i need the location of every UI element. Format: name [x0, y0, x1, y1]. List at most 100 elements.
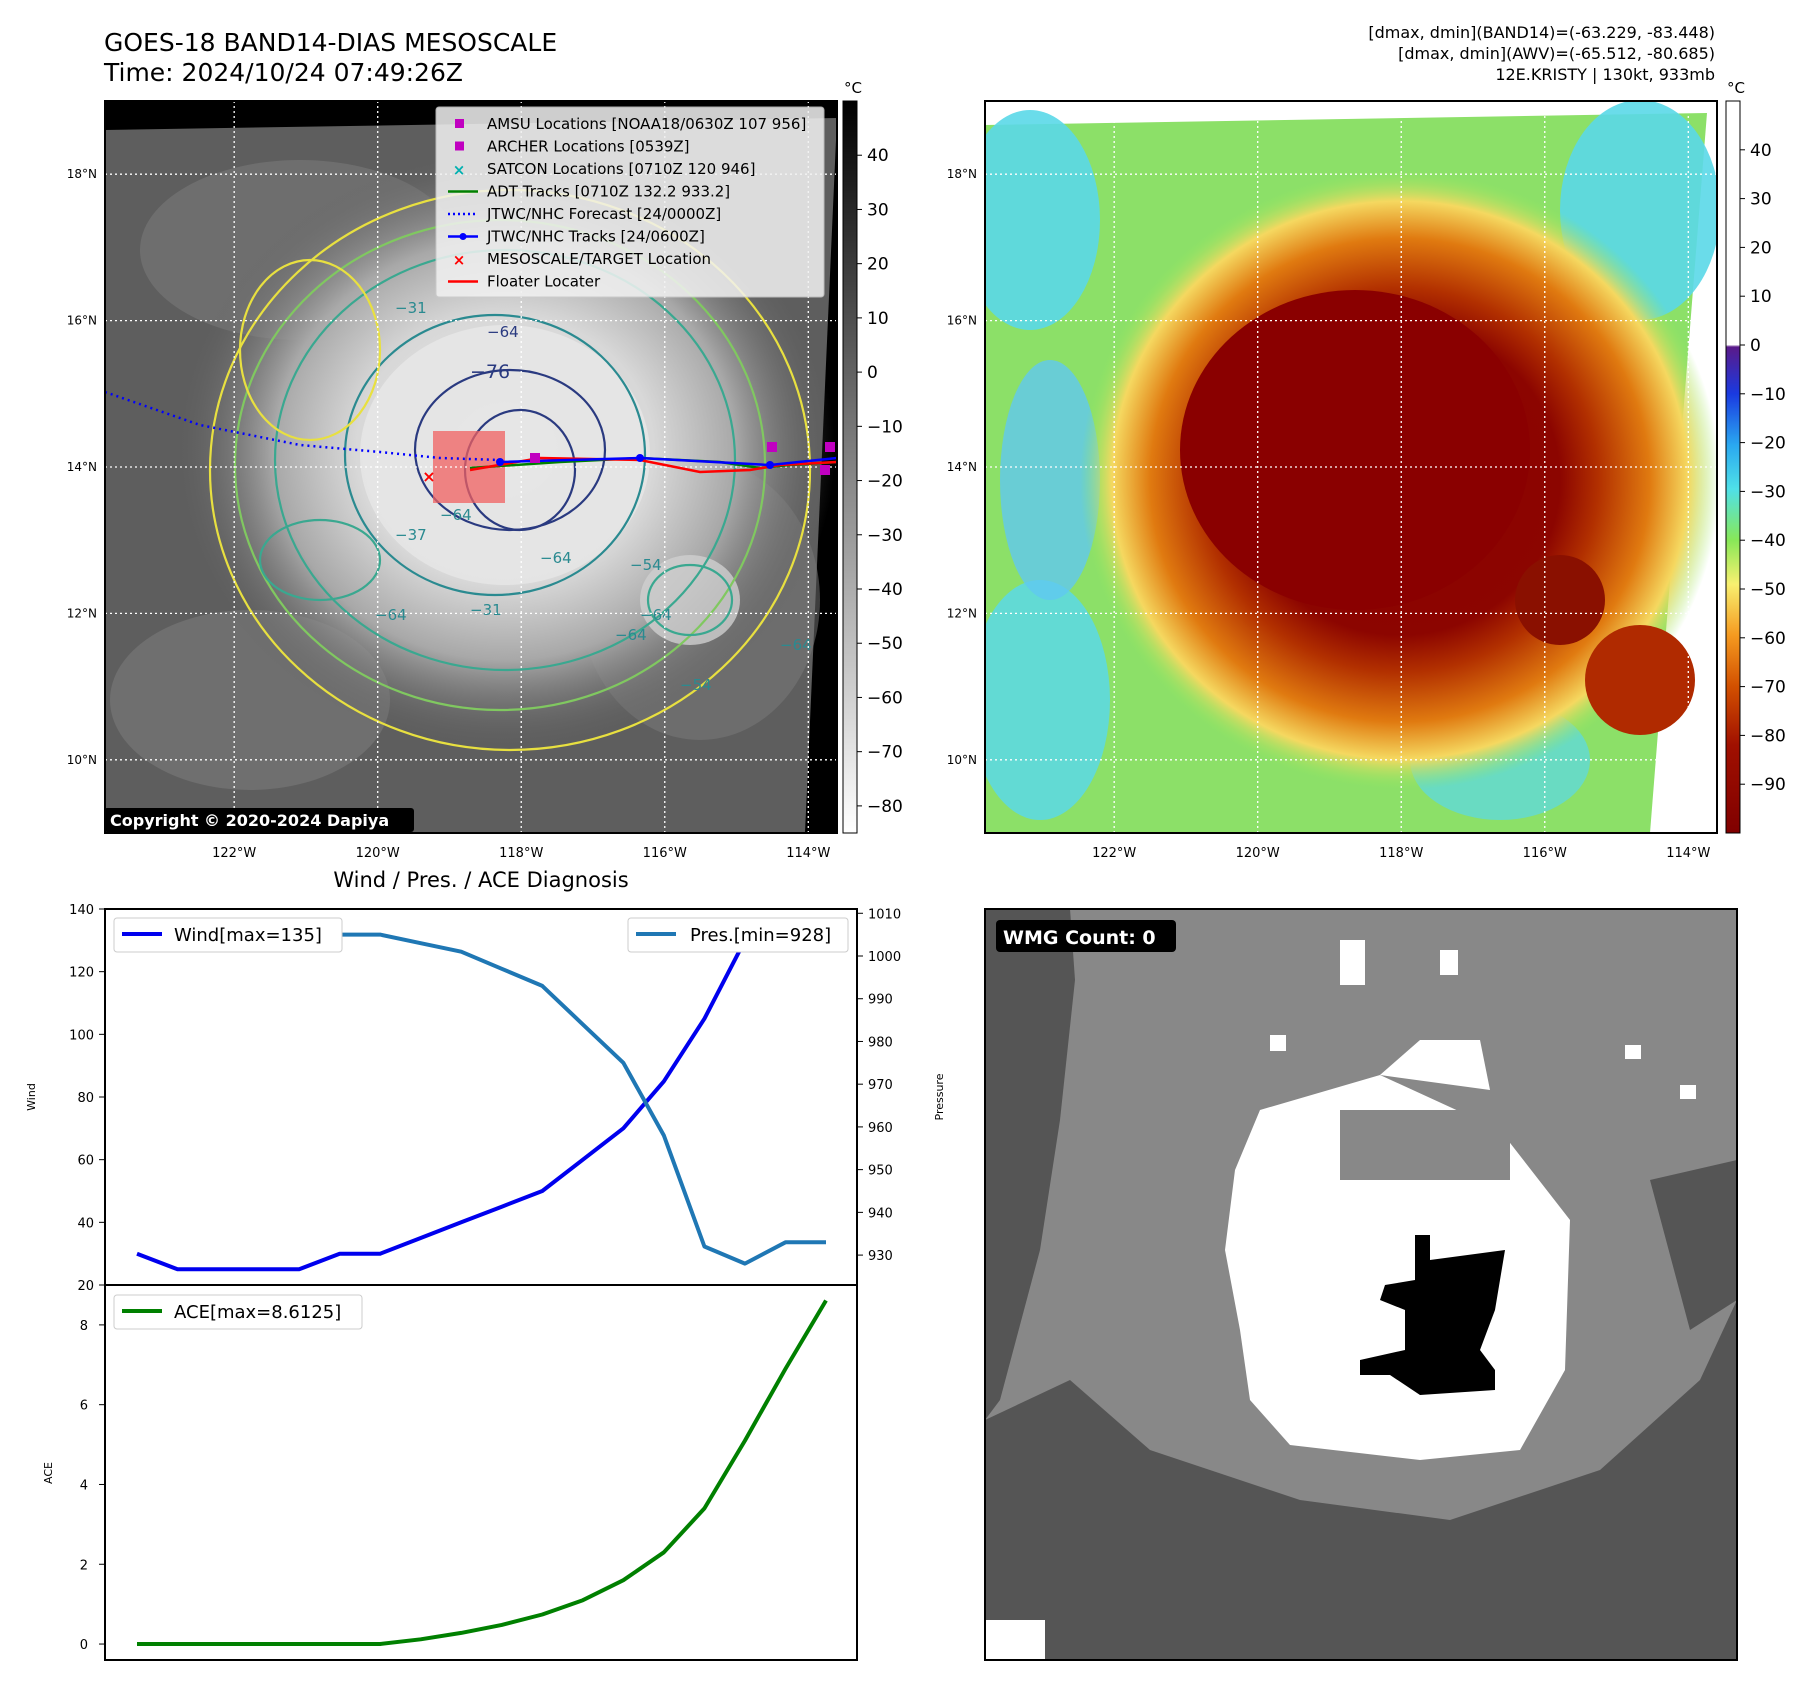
pressure-tick-label: 990 [868, 993, 893, 1008]
ir-lat-tick: 18°N [67, 167, 97, 181]
pressure-legend-label: Pres.[min=928] [690, 925, 831, 946]
figure-time: Time: 2024/10/24 07:49:26Z [103, 58, 463, 87]
wind-tick-label: 140 [69, 903, 94, 918]
legend-label: ARCHER Locations [0539Z] [487, 138, 690, 156]
ir-colorbar-tick-label: 30 [867, 200, 889, 220]
ir-colorbar-tick-label: 10 [867, 309, 889, 329]
target-marker: × [422, 467, 435, 486]
ir-lat-tick: 10°N [67, 753, 97, 767]
awv-lat-tick: 18°N [947, 167, 977, 181]
legend-swatch [455, 141, 464, 151]
ir-legend: AMSU Locations [NOAA18/0630Z 107 956] ARC… [435, 106, 825, 298]
ace-series-line [137, 1299, 828, 1646]
wind-tick-label: 120 [69, 966, 94, 981]
pressure-tick-label: 950 [868, 1164, 893, 1179]
wind-tick-label: 40 [77, 1216, 94, 1231]
ace-legend-label: ACE[max=8.6125] [174, 1302, 341, 1323]
amsu-location-marker [820, 465, 830, 475]
wind-tick-label: 20 [77, 1279, 94, 1294]
awv-colorbar-tick-label: −40 [1750, 531, 1786, 551]
ir-frame [104, 100, 838, 834]
figure-title: GOES-18 BAND14-DIAS MESOSCALE [104, 28, 557, 57]
jtwc-track-point [636, 454, 644, 462]
ace-tick-label: 8 [80, 1319, 88, 1334]
wmg-frame [984, 908, 1738, 1661]
awv-lon-tick: 118°W [1379, 846, 1423, 861]
pressure-tick-label: 940 [868, 1206, 893, 1221]
awv-lon-tick: 120°W [1236, 846, 1280, 861]
awv-colorbar-tick-label: 20 [1750, 238, 1772, 258]
ace-chart: 8 6 4 2 0 ACE ACE[max=8.6125] [42, 1284, 858, 1661]
pressure-tick-label: 980 [868, 1035, 893, 1050]
copyright-box [104, 808, 414, 832]
jtwc-track [499, 456, 837, 467]
contour-label: −64 [640, 606, 672, 624]
contour-label: −64 [375, 606, 407, 624]
awv-colorbar-unit: °C [1727, 79, 1745, 97]
awv-lat-tick: 12°N [947, 606, 977, 620]
ir-colorbar-tick-label: −40 [867, 580, 903, 600]
ir-contour-labels: −76 −64 −64 −64 −64 −64 −54 −31 −31 −37 −54 −64 −64 [375, 299, 812, 694]
amsu-location-marker [767, 442, 777, 452]
pressure-tick-label: 1000 [868, 950, 901, 965]
ir-tracks: × [105, 390, 837, 486]
ir-colorbar-tick-label: −70 [867, 743, 903, 763]
ir-colorbar: °C 40 30 20 10 0 −10 −20 −30 −40 −50 −60 −70 −80 [842, 79, 903, 834]
ir-lon-tick: 118°W [499, 846, 543, 861]
awv-gridlines [985, 101, 1717, 833]
awv-colorbar-tick-label: −30 [1750, 482, 1786, 502]
legend-swatch [455, 119, 464, 128]
ir-lat-tick: 16°N [67, 314, 97, 328]
diagnosis-title: Wind / Pres. / ACE Diagnosis [333, 868, 628, 892]
wind-legend [113, 917, 343, 953]
ir-colorbar-tick-label: −20 [867, 472, 903, 492]
ir-lon-tick: 122°W [212, 846, 256, 861]
awv-frame [984, 100, 1718, 834]
wmg-badge-text: WMG Count: 0 [1003, 927, 1156, 949]
wmg-panel: WMG Count: 0 [984, 908, 1738, 1661]
contour-label: −31 [395, 299, 427, 317]
ace-tick-label: 4 [80, 1478, 88, 1493]
ir-lon-tick: 114°W [786, 846, 830, 861]
legend-swatch-dot [459, 233, 467, 240]
awv-colorbar: °C 40 30 20 10 0 −10 −20 −30 −40 −50 −60 −70 −80 −90 [1725, 79, 1786, 834]
contour-label: −64 [540, 549, 572, 567]
pressure-legend [627, 917, 849, 953]
awv-lon-tick: 116°W [1523, 846, 1567, 861]
contour-label: −76 [470, 361, 510, 383]
ir-map-panel: −76−64−64−64−64−64−54−31−31−37−54−64−64 … [104, 100, 838, 834]
wind-tick-label: 80 [77, 1091, 94, 1106]
ir-colorbar-tick-label: −10 [867, 417, 903, 437]
wind-legend-label: Wind[max=135] [174, 925, 322, 946]
awv-colorbar-tick-label: −80 [1750, 726, 1786, 746]
legend-label: Floater Locater [487, 273, 601, 291]
ace-tick-label: 0 [80, 1638, 88, 1653]
ir-colorbar-unit: °C [844, 79, 862, 97]
awv-colorbar-tick-label: 40 [1750, 141, 1772, 161]
awv-colorbar-tick-label: −20 [1750, 434, 1786, 454]
info-storm: 12E.KRISTY | 130kt, 933mb [1495, 65, 1715, 84]
awv-lon-tick: 122°W [1092, 846, 1136, 861]
legend-label: AMSU Locations [NOAA18/0630Z 107 956] [487, 115, 806, 133]
pressure-tick-label: 930 [868, 1249, 893, 1264]
ir-lat-tick: 14°N [67, 460, 97, 474]
awv-map-panel [984, 100, 1718, 834]
legend-swatch: × [453, 161, 466, 179]
contour-label: −37 [395, 526, 427, 544]
contour-label: −64 [780, 636, 812, 654]
ir-lon-tick: 116°W [643, 846, 687, 861]
pressure-axis-label: Pressure [933, 1073, 946, 1120]
awv-lat-tick: 14°N [947, 460, 977, 474]
legend-swatch: × [453, 251, 466, 269]
wmg-badge [996, 920, 1176, 952]
pressure-tick-label: 960 [868, 1121, 893, 1136]
pressure-tick-label: 970 [868, 1078, 893, 1093]
ir-colorbar-tick-label: −80 [867, 797, 903, 817]
ir-lon-tick: 120°W [356, 846, 400, 861]
awv-lon-tick: 114°W [1666, 846, 1710, 861]
amsu-location-marker [825, 442, 835, 452]
wind-tick-label: 100 [69, 1028, 94, 1043]
ace-tick-label: 2 [80, 1558, 88, 1573]
awv-colorbar-tick-label: 0 [1750, 336, 1761, 356]
legend-label: JTWC/NHC Forecast [24/0000Z] [486, 205, 721, 223]
